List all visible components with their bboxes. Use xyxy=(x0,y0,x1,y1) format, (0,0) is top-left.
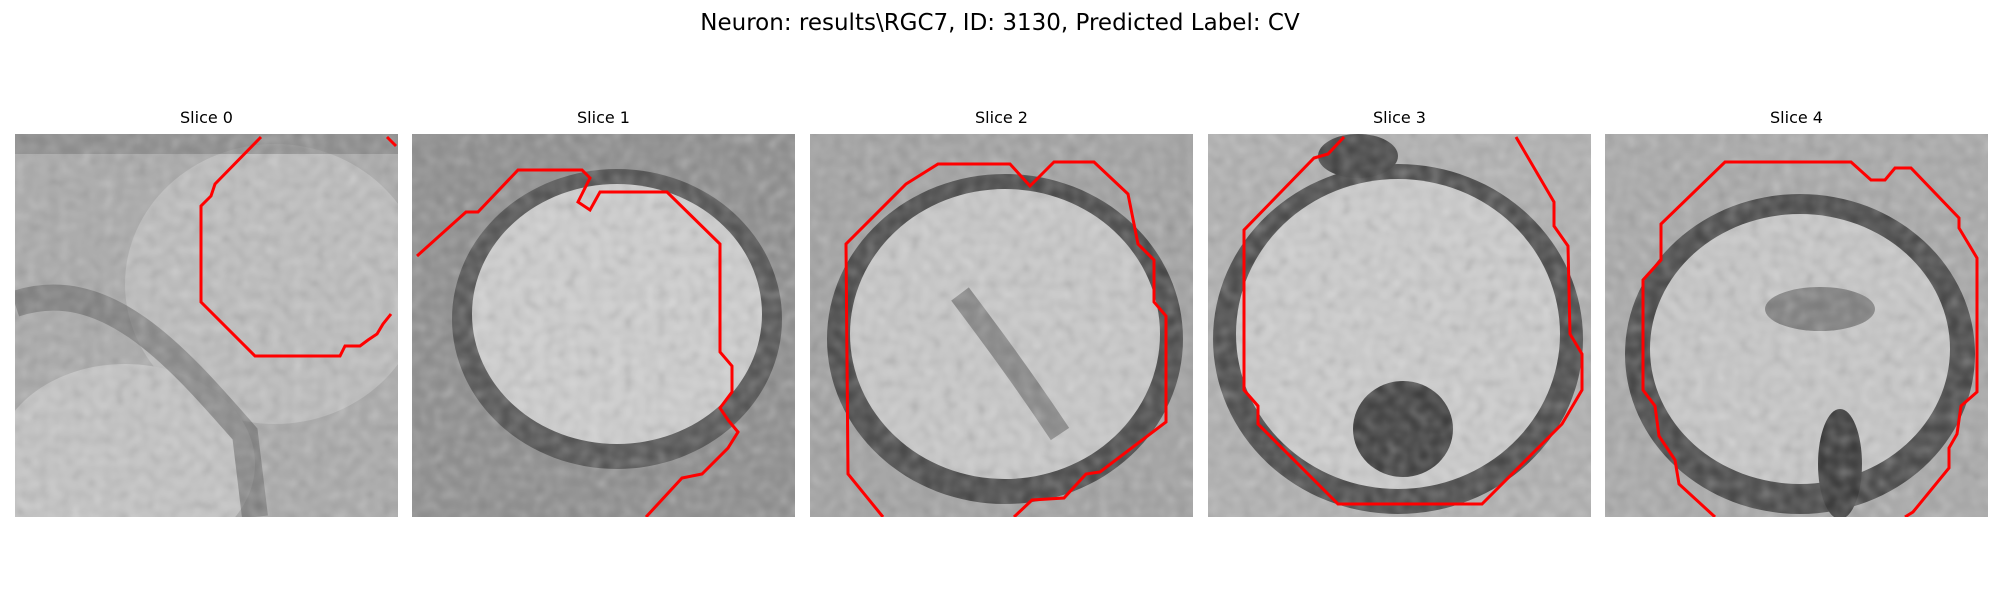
em-slice-1-image xyxy=(412,134,795,517)
slice-panel-3: Slice 3 xyxy=(1208,108,1591,517)
em-slice-3-image xyxy=(1208,134,1591,517)
slice-title-0: Slice 0 xyxy=(180,108,233,127)
contour-line-1 xyxy=(415,168,740,517)
slice-title-4: Slice 4 xyxy=(1770,108,1823,127)
slice-panel-4: Slice 4 xyxy=(1605,108,1988,517)
contour-line-4 xyxy=(1641,160,1979,517)
slice-title-1: Slice 1 xyxy=(577,108,630,127)
contour-line-2 xyxy=(844,160,1168,517)
em-slice-0-image xyxy=(15,134,398,517)
em-slice-4-image xyxy=(1605,134,1988,517)
slice-title-2: Slice 2 xyxy=(975,108,1028,127)
contour-line-3 xyxy=(1242,135,1584,506)
slice-panel-1: Slice 1 xyxy=(412,108,795,517)
contour-line-0 xyxy=(199,135,398,358)
slice-panel-2: Slice 2 xyxy=(810,108,1193,517)
figure-title: Neuron: results\RGC7, ID: 3130, Predicte… xyxy=(700,10,1300,36)
slice-title-3: Slice 3 xyxy=(1373,108,1426,127)
em-slice-2-image xyxy=(810,134,1193,517)
slice-panel-0: Slice 0 xyxy=(15,108,398,517)
